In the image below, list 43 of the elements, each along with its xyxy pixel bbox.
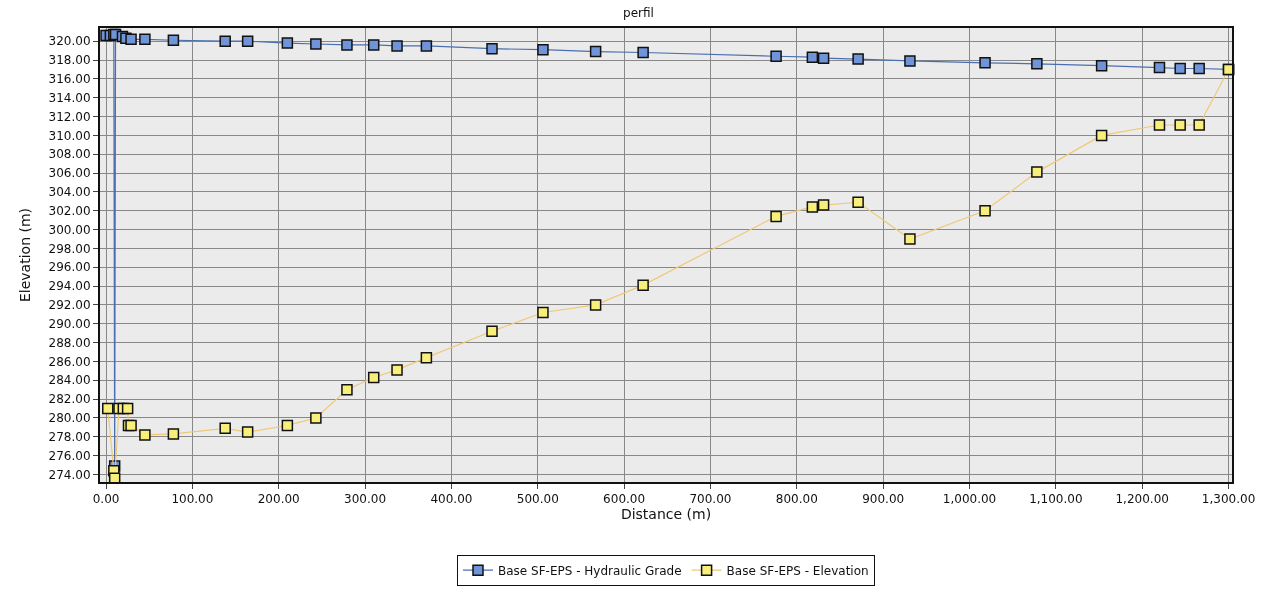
y-tick-label: 314.00 [48, 90, 91, 105]
x-tick-label: 700.00 [689, 492, 732, 507]
x-tick-label: 800.00 [775, 492, 818, 507]
y-tick-label: 298.00 [48, 241, 91, 256]
x-tick-label: 300.00 [344, 492, 387, 507]
y-tick-label: 320.00 [48, 34, 91, 49]
x-tick-label: 1,100.00 [1029, 492, 1083, 507]
y-tick-label: 312.00 [48, 109, 91, 124]
y-tick-label: 300.00 [48, 222, 91, 237]
y-tick-label: 286.00 [48, 354, 91, 369]
y-tick-label: 282.00 [48, 392, 91, 407]
x-tick-label: 1,300.00 [1201, 492, 1256, 507]
x-tick-label: 1,000.00 [942, 492, 997, 507]
x-tick-label: 900.00 [862, 492, 905, 507]
legend-label: Base SF-EPS - Hydraulic Grade [498, 563, 682, 578]
y-tick-label: 290.00 [48, 316, 91, 331]
y-tick-label: 308.00 [48, 147, 91, 162]
y-tick-label: 276.00 [48, 448, 91, 463]
y-tick-label: 306.00 [48, 166, 91, 181]
y-tick-label: 294.00 [48, 279, 91, 294]
x-tick-label: 600.00 [603, 492, 646, 507]
x-tick-label: 100.00 [171, 492, 214, 507]
y-tick-label: 304.00 [48, 185, 91, 200]
x-axis-title: Distance (m) [620, 506, 712, 523]
y-tick-label: 280.00 [48, 411, 91, 426]
y-tick-label: 296.00 [48, 260, 91, 275]
y-tick-label: 316.00 [48, 72, 91, 87]
y-tick-label: 278.00 [48, 429, 91, 444]
x-tick-label: 1,200.00 [1115, 492, 1169, 507]
legend-label: Base SF-EPS - Elevation [726, 563, 869, 578]
y-tick-label: 292.00 [48, 298, 91, 313]
y-tick-label: 274.00 [48, 467, 91, 482]
y-tick-label: 284.00 [48, 373, 91, 388]
x-tick-label: 200.00 [257, 492, 300, 507]
y-tick-label: 288.00 [48, 335, 91, 350]
chart-title: perfil [623, 6, 654, 21]
y-tick-label: 318.00 [48, 53, 91, 68]
y-tick-label: 302.00 [48, 203, 91, 218]
x-tick-label: 500.00 [516, 492, 559, 507]
x-tick-label: 400.00 [430, 492, 473, 507]
x-tick-label: 0.00 [92, 492, 120, 507]
y-axis-title: Elevation (m) [16, 207, 33, 303]
y-tick-label: 310.00 [48, 128, 91, 143]
